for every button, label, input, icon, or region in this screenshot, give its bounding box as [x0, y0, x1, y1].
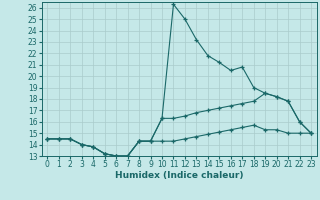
X-axis label: Humidex (Indice chaleur): Humidex (Indice chaleur) — [115, 171, 244, 180]
